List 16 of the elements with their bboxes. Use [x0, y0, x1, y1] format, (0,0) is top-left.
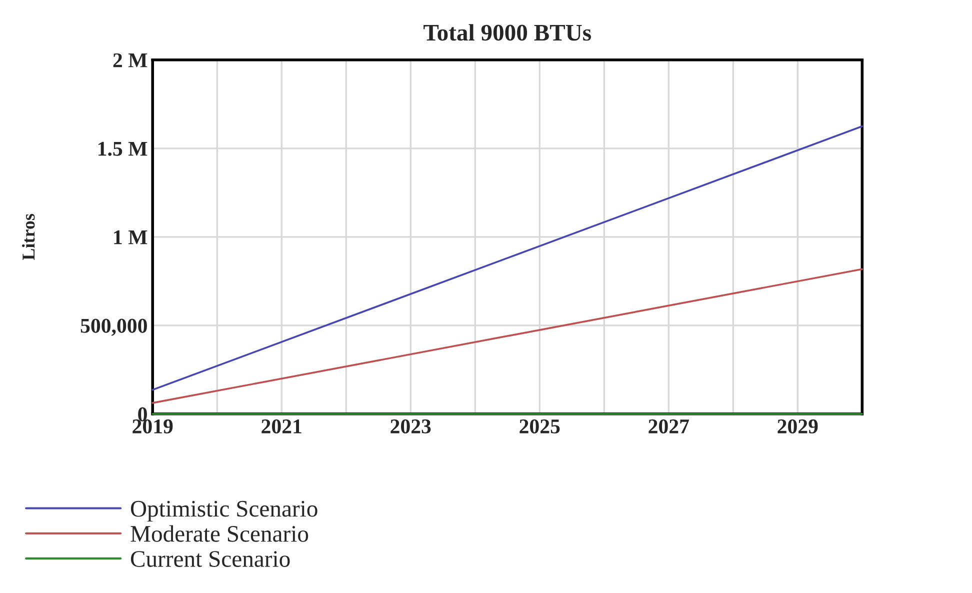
y-axis-title: Litros	[22, 214, 35, 260]
x-tick-label: 2029	[778, 419, 818, 434]
y-tick-label: 500,000	[80, 318, 147, 336]
y-tick-label: 1.5 M	[98, 142, 148, 156]
chart-title: Total 9000 BTUs	[424, 24, 591, 41]
y-tick-label: 1 M	[114, 230, 148, 244]
y-tick-label: 2 M	[113, 53, 148, 68]
legend-label: Moderate Scenario	[130, 525, 308, 542]
x-tick-label: 2021	[262, 419, 302, 434]
legend-label: Current Scenario	[130, 551, 290, 567]
x-tick-label: 2025	[520, 419, 560, 434]
x-tick-label: 2023	[390, 419, 431, 434]
y-tick-label: 0	[138, 407, 147, 422]
x-tick-label: 2019	[132, 419, 173, 434]
x-tick-label: 2027	[648, 419, 689, 434]
legend-label: Optimistic Scenario	[130, 500, 318, 522]
